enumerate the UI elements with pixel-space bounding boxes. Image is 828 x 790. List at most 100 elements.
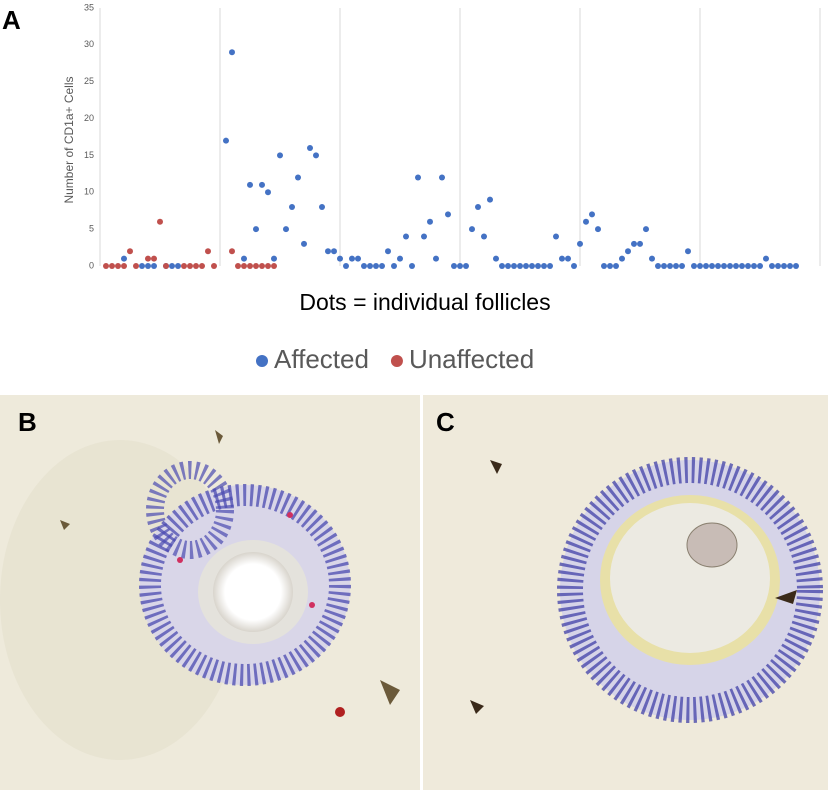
dot [595, 226, 601, 233]
dot [463, 263, 469, 269]
dot [523, 263, 529, 269]
dot [763, 255, 769, 262]
dot [403, 233, 409, 240]
dot [583, 218, 589, 225]
legend: Affected Unaffected [256, 344, 534, 374]
y-tick-label: 30 [84, 39, 94, 49]
y-tick-label: 35 [84, 2, 94, 12]
dot [625, 248, 631, 255]
dot [487, 196, 493, 203]
y-tick-label: 5 [89, 224, 94, 234]
dot [691, 263, 697, 269]
dot [121, 255, 127, 262]
dot [499, 263, 505, 269]
dot [163, 263, 169, 269]
dot [139, 263, 145, 269]
y-tick-label: 0 [89, 260, 94, 270]
dot [109, 263, 115, 269]
dot [751, 263, 757, 269]
legend-marker [390, 355, 403, 367]
dot [727, 263, 733, 269]
dot [187, 263, 193, 269]
dot [667, 263, 673, 269]
dot [259, 181, 265, 188]
dot [235, 263, 241, 269]
legend-label: Affected [274, 344, 369, 374]
dot [361, 263, 367, 269]
dot [127, 248, 133, 255]
dot [319, 204, 325, 211]
dot [397, 255, 403, 262]
y-tick-label: 25 [84, 76, 94, 86]
dot [547, 263, 553, 269]
dot [607, 263, 613, 269]
legend-label: Unaffected [409, 344, 534, 374]
dot [553, 233, 559, 240]
dot [115, 263, 121, 269]
dot [577, 240, 583, 247]
dot [571, 263, 577, 269]
dot [259, 263, 265, 269]
dot [541, 263, 547, 269]
dot [511, 263, 517, 269]
dot [517, 263, 523, 269]
dot [775, 263, 781, 269]
dot [589, 211, 595, 218]
dot [211, 263, 217, 269]
panel-label: B [18, 407, 37, 437]
dot [409, 263, 415, 269]
dot [619, 255, 625, 262]
dot [247, 263, 253, 269]
dot [673, 263, 679, 269]
dot [145, 263, 151, 269]
dot [253, 263, 259, 269]
dot [349, 255, 355, 262]
dot [307, 145, 313, 152]
dot [685, 248, 691, 255]
y-tick-label: 20 [84, 113, 94, 123]
panel-label: C [436, 407, 455, 437]
dot [481, 233, 487, 240]
dot [733, 263, 739, 269]
micrograph-c [423, 395, 828, 790]
dot [331, 248, 337, 255]
dot [649, 255, 655, 262]
dot [325, 248, 331, 255]
dot [445, 211, 451, 218]
dot [451, 263, 457, 269]
legend-marker [256, 355, 268, 367]
dot [229, 49, 235, 56]
dot [535, 263, 541, 269]
dot [637, 240, 643, 247]
dot [265, 263, 271, 269]
dot [559, 255, 565, 262]
dot [373, 263, 379, 269]
dot [145, 255, 151, 262]
dot [787, 263, 793, 269]
dot [739, 263, 745, 269]
dot [643, 226, 649, 233]
dot [103, 263, 109, 269]
dot [697, 263, 703, 269]
dot [631, 240, 637, 247]
dot [421, 233, 427, 240]
dot [265, 189, 271, 196]
dot [271, 263, 277, 269]
dot [709, 263, 715, 269]
dot [289, 204, 295, 211]
y-axis-label: Number of CD1a+ Cells [62, 76, 76, 203]
dot [181, 263, 187, 269]
dot [457, 263, 463, 269]
dot [715, 263, 721, 269]
dot [529, 263, 535, 269]
dot [565, 255, 571, 262]
dot [205, 248, 211, 255]
dot [781, 263, 787, 269]
dot [283, 226, 289, 233]
dot [271, 255, 277, 262]
dot [175, 263, 181, 269]
panel-label: A [2, 5, 21, 35]
dot [793, 263, 799, 269]
